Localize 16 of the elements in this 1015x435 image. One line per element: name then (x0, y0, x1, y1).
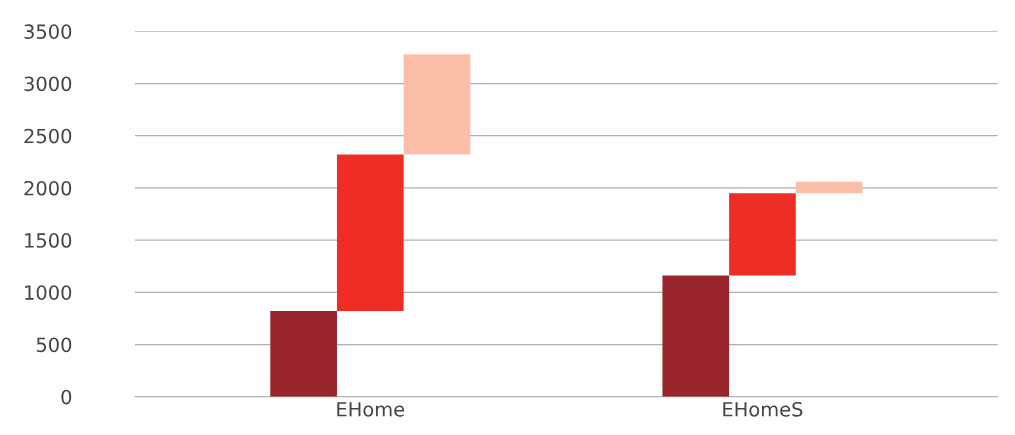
x-tick-label: EHome (337, 402, 405, 417)
y-tick-label: 3000 (24, 76, 72, 92)
bar (403, 54, 471, 155)
bar (270, 311, 337, 397)
x-tick-label: EHomeS (723, 401, 803, 417)
bar (729, 193, 796, 276)
y-tick-label: 500 (36, 337, 72, 353)
y-tick-label: 2500 (24, 128, 72, 144)
bar (336, 154, 404, 312)
y-tick-label: 1000 (25, 285, 72, 300)
y-tick-label: 0 (61, 389, 72, 405)
bar (662, 275, 730, 397)
y-tick-label: 3500 (24, 24, 72, 39)
y-tick-label: 1500 (25, 233, 72, 248)
bar (795, 181, 863, 194)
y-tick-label: 2000 (24, 180, 72, 196)
